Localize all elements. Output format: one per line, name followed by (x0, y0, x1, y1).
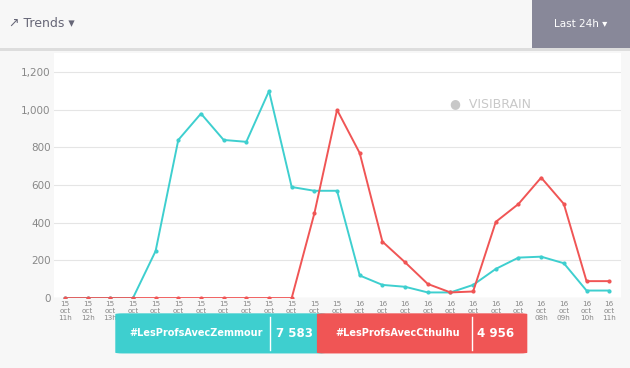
Text: #LesProfsAvecCthulhu: #LesProfsAvecCthulhu (336, 328, 461, 339)
Text: #LesProfsAvecZemmour: #LesProfsAvecZemmour (130, 328, 263, 339)
Text: 7 583: 7 583 (276, 327, 312, 340)
FancyBboxPatch shape (115, 313, 326, 353)
FancyBboxPatch shape (317, 313, 527, 353)
Text: ●  VISIBRAIN: ● VISIBRAIN (450, 98, 532, 110)
Text: 4 956: 4 956 (478, 327, 514, 340)
Text: ↗ Trends ▾: ↗ Trends ▾ (9, 17, 75, 31)
Text: Last 24h ▾: Last 24h ▾ (554, 19, 608, 29)
